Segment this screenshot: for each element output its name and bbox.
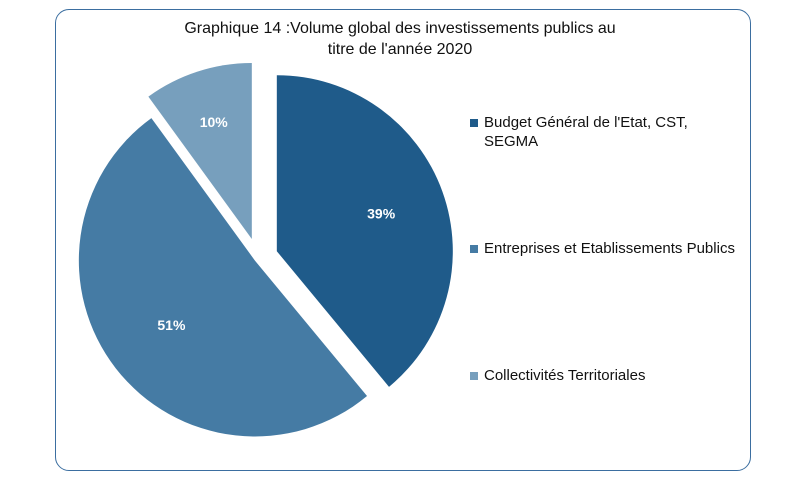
legend-item-entreprises: Entreprises et Etablissements Publics	[470, 239, 740, 258]
legend-item-collectivites: Collectivités Territoriales	[470, 366, 740, 385]
chart-title-line-1: Graphique 14 :Volume global des investis…	[184, 20, 616, 37]
pie-slice-entreprises	[78, 118, 368, 437]
chart-frame	[55, 9, 751, 471]
pie-label-entreprises: 51%	[157, 317, 186, 333]
legend-swatch-entreprises	[470, 245, 478, 253]
pie-slice-budget	[276, 75, 453, 387]
chart-title-line-2: titre de l'année 2020	[327, 41, 473, 58]
legend-label-collectivites: Collectivités Territoriales	[484, 367, 646, 384]
pie-label-budget: 39%	[367, 206, 396, 222]
legend-label-budget: Budget Général de l'Etat, CST, SEGMA	[484, 114, 688, 150]
chart-title: Graphique 14 :Volume global des investis…	[90, 18, 710, 60]
pie-slice-collectivites	[148, 62, 252, 239]
legend-item-budget: Budget Général de l'Etat, CST, SEGMA	[470, 113, 740, 151]
legend-swatch-budget	[470, 119, 478, 127]
legend-swatch-collectivites	[470, 372, 478, 380]
legend-label-entreprises: Entreprises et Etablissements Publics	[484, 240, 735, 257]
pie-label-collectivites: 10%	[200, 114, 229, 130]
